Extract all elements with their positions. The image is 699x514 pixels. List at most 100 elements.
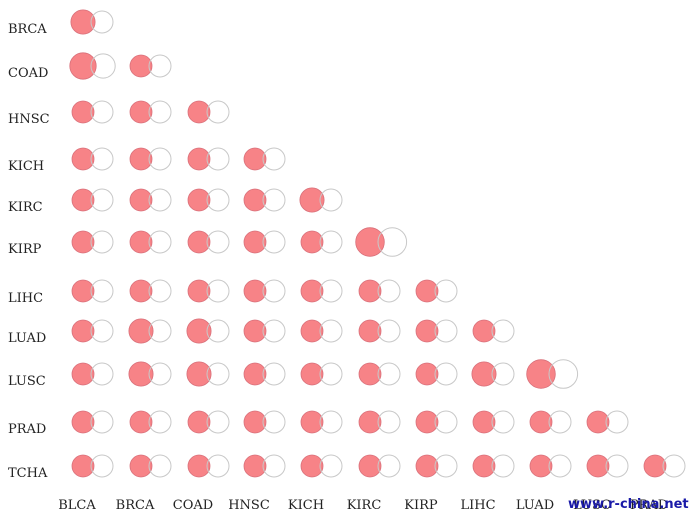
row-labels: BRCA COAD HNSC KICH KIRC KIRP LIHC LUAD LUSC PRAD…	[8, 22, 50, 481]
set-circle-outline	[262, 454, 286, 478]
set-circle-outline	[206, 410, 230, 434]
set-circle-outline	[90, 362, 114, 386]
set-circle-filled	[358, 319, 382, 343]
set-circle-outline	[148, 319, 172, 343]
venn-cell-coad-brca	[129, 54, 172, 78]
column-labels: BLCA BRCA COAD HNSC KICH KIRC KIRP LIHC LUAD LUSC…	[58, 498, 668, 513]
venn-cell-lusc-coad	[186, 361, 230, 387]
set-circle-outline	[319, 454, 343, 478]
set-circle-filled	[529, 410, 553, 434]
set-circle-filled	[243, 454, 267, 478]
set-circle-filled	[129, 100, 153, 124]
venn-cell-tcha-lusc	[586, 454, 629, 478]
column-label-lusc: LUSC	[573, 498, 611, 513]
set-circle-outline	[262, 188, 286, 212]
set-circle-filled	[187, 147, 211, 171]
venn-cell-lusc-luad	[526, 359, 579, 389]
venn-cell-tcha-prad	[643, 454, 686, 478]
watermark: www.r-china.net	[568, 497, 689, 512]
set-circle-outline	[148, 188, 172, 212]
venn-cell-lusc-brca	[128, 361, 172, 387]
set-circle-filled	[243, 188, 267, 212]
set-circle-outline	[148, 100, 172, 124]
venn-cell-lusc-blca	[71, 362, 114, 386]
set-circle-filled	[71, 230, 95, 254]
set-circle-filled	[129, 54, 153, 78]
venn-cell-lusc-hnsc	[243, 362, 286, 386]
set-circle-filled	[71, 362, 95, 386]
venn-cell-luad-kirp	[415, 319, 458, 343]
set-circle-filled	[586, 454, 610, 478]
column-label-coad: COAD	[173, 498, 213, 513]
venn-cell-tcha-kirc	[358, 454, 401, 478]
set-circle-filled	[129, 230, 153, 254]
set-circle-filled	[472, 319, 496, 343]
set-circle-filled	[586, 410, 610, 434]
set-circle-outline	[319, 410, 343, 434]
venn-cell-tcha-brca	[129, 454, 172, 478]
set-circle-outline	[148, 362, 172, 386]
set-circle-filled	[187, 188, 211, 212]
set-circle-filled	[300, 319, 324, 343]
venn-cell-hnsc-coad	[187, 100, 230, 124]
set-circle-outline	[206, 279, 230, 303]
venn-cell-lihc-blca	[71, 279, 114, 303]
row-label-lihc: LIHC	[8, 291, 43, 306]
row-label-kirp: KIRP	[8, 242, 42, 257]
set-circle-outline	[605, 410, 629, 434]
set-circle-filled	[71, 279, 95, 303]
set-circle-outline	[377, 279, 401, 303]
set-circle-outline	[206, 188, 230, 212]
set-circle-outline	[90, 188, 114, 212]
set-circle-outline	[548, 410, 572, 434]
venn-cell-tcha-kich	[300, 454, 343, 478]
venn-cell-lusc-kich	[300, 362, 343, 386]
set-circle-outline	[548, 359, 579, 389]
venn-cell-kirp-brca	[129, 230, 172, 254]
set-circle-outline	[262, 147, 286, 171]
venn-cell-tcha-blca	[71, 454, 114, 478]
set-circle-filled	[299, 187, 325, 213]
venn-cell-lusc-kirp	[415, 362, 458, 386]
set-circle-filled	[643, 454, 667, 478]
set-circle-filled	[129, 147, 153, 171]
venn-cell-prad-luad	[529, 410, 572, 434]
set-circle-filled	[243, 410, 267, 434]
set-circle-outline	[90, 230, 114, 254]
venn-cells	[69, 9, 686, 478]
column-label-luad: LUAD	[516, 498, 554, 513]
row-label-kich: KICH	[8, 159, 44, 174]
venn-cell-hnsc-blca	[71, 100, 114, 124]
set-circle-outline	[319, 319, 343, 343]
venn-cell-kich-hnsc	[243, 147, 286, 171]
set-circle-outline	[90, 100, 114, 124]
set-circle-outline	[90, 147, 114, 171]
set-circle-outline	[262, 410, 286, 434]
venn-cell-tcha-coad	[187, 454, 230, 478]
set-circle-outline	[262, 230, 286, 254]
venn-cell-prad-coad	[187, 410, 230, 434]
set-circle-filled	[472, 410, 496, 434]
set-circle-outline	[90, 319, 114, 343]
venn-cell-tcha-luad	[529, 454, 572, 478]
venn-cell-lihc-hnsc	[243, 279, 286, 303]
venn-cell-luad-kirc	[358, 319, 401, 343]
column-label-kirc: KIRC	[347, 498, 382, 513]
venn-cell-lihc-coad	[187, 279, 230, 303]
set-circle-outline	[605, 454, 629, 478]
set-circle-outline	[206, 362, 230, 386]
set-circle-outline	[90, 10, 114, 34]
set-circle-outline	[206, 147, 230, 171]
venn-cell-kich-coad	[187, 147, 230, 171]
set-circle-filled	[186, 361, 212, 387]
set-circle-filled	[186, 318, 212, 344]
venn-cell-kirc-hnsc	[243, 188, 286, 212]
set-circle-filled	[243, 362, 267, 386]
column-label-blca: BLCA	[58, 498, 96, 513]
column-label-kich: KICH	[288, 498, 324, 513]
set-circle-filled	[526, 359, 556, 389]
venn-cell-luad-blca	[71, 319, 114, 343]
venn-cell-hnsc-brca	[129, 100, 172, 124]
venn-cell-kich-brca	[129, 147, 172, 171]
